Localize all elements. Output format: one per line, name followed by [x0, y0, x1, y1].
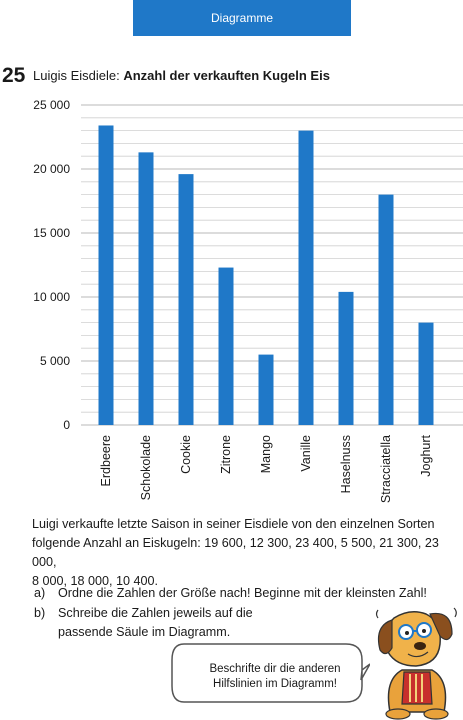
bar-chart: 0 5 000 10 000 15 000 20 000 25 000 Erdbeere S… — [33, 98, 463, 503]
x-axis-labels: Erdbeere Schokolade Cookie Zitrone Mango Vani… — [99, 434, 433, 503]
y-tick-label: 0 — [63, 418, 70, 432]
y-tick-label: 25 000 — [33, 98, 70, 112]
y-axis-ticks: 0 5 000 10 000 15 000 20 000 25 000 — [33, 98, 70, 432]
speech-bubble-line: Hilfslinien im Diagramm! — [213, 678, 337, 690]
speech-bubble-line: Beschrifte dir die anderen — [209, 663, 341, 675]
y-tick-label: 15 000 — [33, 226, 70, 240]
task-b-letter: b) — [34, 606, 46, 620]
paragraph-line: 8 000, 18 000, 10 400. — [32, 574, 159, 588]
chart-title-prefix: Luigis Eisdiele: — [33, 68, 124, 83]
speech-bubble — [171, 643, 370, 703]
task-a: a) Ordne die Zahlen der Größe nach! Begin… — [34, 584, 427, 603]
x-category-label: Joghurt — [419, 434, 433, 476]
x-category-label: Haselnuss — [339, 435, 353, 493]
task-number: 25 — [2, 64, 26, 87]
section-header: Diagramme — [133, 0, 351, 36]
exercise-paragraph: Luigi verkaufte letzte Saison in seiner … — [32, 515, 460, 591]
dog-mascot-illustration — [375, 607, 457, 720]
bar-erdbeere — [98, 125, 114, 426]
dog-body — [385, 669, 449, 720]
task-a-text: Ordne die Zahlen der Größe nach! Beginne… — [58, 586, 427, 600]
chart-title-bold: Anzahl der verkauften Kugeln Eis — [123, 68, 330, 83]
task-b-text-continued: passende Säule im Diagramm. — [58, 625, 231, 639]
task-b: b) Schreibe die Zahlen jeweils auf die pa… — [34, 604, 284, 642]
x-category-label: Schokolade — [139, 435, 153, 500]
x-category-label: Zitrone — [219, 435, 233, 474]
x-category-label: Cookie — [179, 435, 193, 474]
bars — [98, 125, 434, 426]
section-header-label: Diagramme — [210, 11, 273, 25]
bar-stracciatella — [378, 194, 394, 425]
task-b-text: Schreibe die Zahlen jeweils auf die — [58, 606, 253, 620]
x-category-label: Mango — [259, 435, 273, 473]
bar-vanille — [298, 130, 314, 425]
bar-schokolade — [138, 152, 154, 426]
bar-cookie — [178, 174, 194, 425]
dog-head — [377, 611, 453, 667]
speech-bubble-text: Beschrifte dir die anderen Hilfslinien i… — [185, 662, 365, 692]
bar-joghurt — [418, 322, 434, 425]
chart-title: Luigis Eisdiele: Anzahl der verkauften K… — [33, 68, 330, 83]
x-category-label: Stracciatella — [379, 435, 393, 503]
bar-mango — [258, 354, 274, 425]
bar-haselnuss — [338, 291, 354, 425]
bar-zitrone — [218, 267, 234, 425]
y-tick-label: 20 000 — [33, 162, 70, 176]
task-a-letter: a) — [34, 586, 46, 600]
x-category-label: Erdbeere — [99, 435, 113, 486]
paragraph-line: folgende Anzahl an Eiskugeln: 19 600, 12… — [32, 536, 439, 569]
paragraph-line: Luigi verkaufte letzte Saison in seiner … — [32, 517, 435, 531]
x-category-label: Vanille — [299, 435, 313, 472]
y-tick-label: 10 000 — [33, 290, 70, 304]
y-tick-label: 5 000 — [40, 354, 70, 368]
